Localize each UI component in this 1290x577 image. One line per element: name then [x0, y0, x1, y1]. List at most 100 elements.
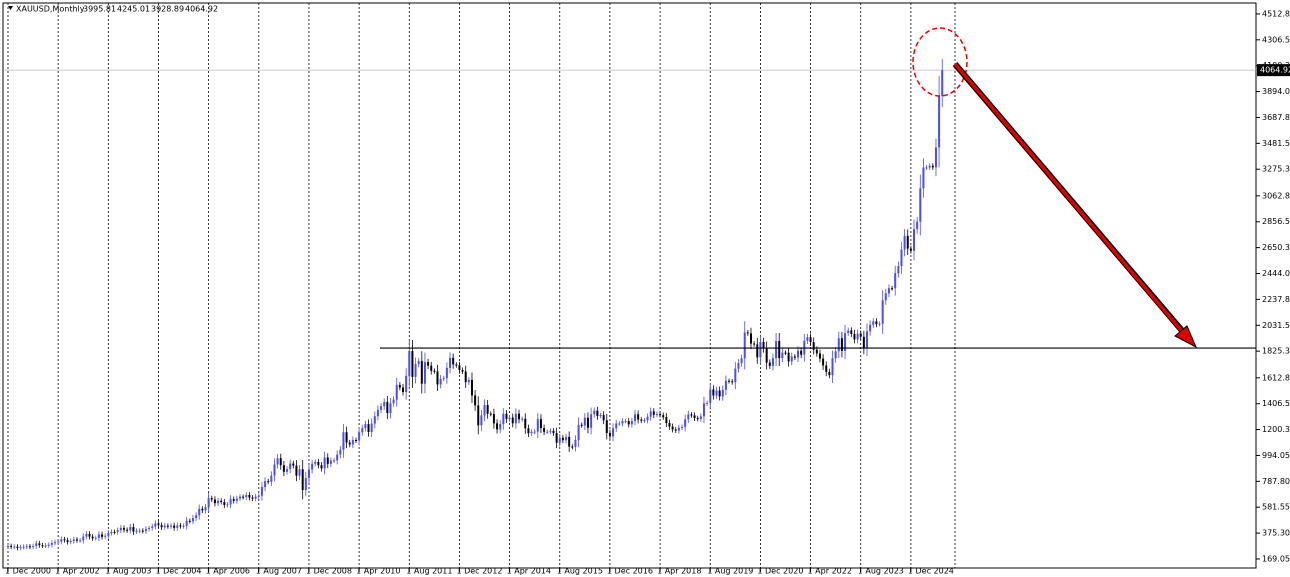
candle — [254, 496, 257, 499]
candle — [665, 417, 668, 423]
candle — [204, 507, 207, 511]
candle — [295, 465, 298, 476]
candle — [602, 415, 605, 421]
candle — [398, 384, 401, 388]
y-tick-label: 4306.55 — [1262, 35, 1290, 44]
candle — [511, 417, 514, 424]
candle — [853, 333, 856, 340]
x-tick-label: 1 Aug 2023 — [858, 567, 904, 576]
candle — [825, 365, 828, 372]
y-tick-label: 2237.80 — [1262, 295, 1290, 304]
candle — [423, 362, 426, 384]
candle — [818, 353, 821, 359]
candle — [35, 543, 38, 546]
high-label: 4245.01 — [117, 5, 150, 14]
candle — [530, 431, 533, 434]
candle — [317, 461, 320, 466]
candle — [837, 338, 840, 352]
candle — [116, 530, 119, 532]
candle — [160, 525, 163, 528]
candle — [113, 531, 116, 533]
candle — [590, 414, 593, 428]
candle — [634, 414, 636, 421]
open-label: 3995.81 — [83, 5, 116, 14]
x-tick-label: 1 Dec 2000 — [5, 567, 51, 576]
candle — [135, 530, 138, 532]
candle — [746, 332, 749, 334]
candle — [574, 439, 577, 448]
candle — [891, 288, 894, 290]
candle — [577, 424, 580, 440]
candle — [539, 419, 542, 428]
candle — [307, 469, 310, 478]
candle — [906, 235, 909, 249]
candle — [104, 535, 107, 537]
candle — [314, 461, 317, 464]
candle — [887, 288, 890, 294]
candle — [684, 419, 687, 427]
candle — [668, 422, 671, 427]
candle — [492, 414, 495, 424]
candle — [596, 410, 599, 416]
candle — [702, 403, 705, 417]
candle — [257, 495, 260, 497]
candle — [129, 527, 132, 531]
candle — [630, 420, 633, 425]
candle — [781, 352, 784, 359]
candle — [909, 248, 912, 251]
candle — [439, 378, 442, 385]
candle — [260, 486, 263, 496]
candle — [28, 546, 31, 548]
candle — [292, 463, 295, 466]
candle — [402, 387, 405, 392]
candle — [148, 528, 151, 530]
y-tick-label: 2444.05 — [1262, 269, 1290, 278]
candle — [326, 457, 329, 464]
candle — [900, 249, 903, 267]
candle — [828, 371, 831, 376]
candle — [687, 414, 690, 420]
candle — [63, 539, 66, 541]
candle — [743, 332, 746, 359]
candle — [304, 477, 307, 491]
y-tick-label: 2650.30 — [1262, 243, 1290, 252]
y-tick-label: 2031.55 — [1262, 321, 1290, 330]
candle — [213, 499, 216, 504]
candle — [286, 469, 289, 472]
candle — [198, 508, 201, 516]
candle — [370, 423, 373, 432]
candle — [586, 417, 589, 428]
candle — [847, 330, 850, 334]
candle — [580, 424, 583, 426]
candle — [405, 375, 408, 392]
candle — [470, 379, 473, 396]
candle — [518, 413, 521, 420]
y-tick-label: 581.55 — [1262, 503, 1290, 512]
candle — [420, 361, 423, 384]
candle — [533, 431, 536, 433]
candle — [784, 352, 787, 354]
candle — [166, 525, 169, 527]
candle — [659, 413, 662, 416]
candle — [881, 300, 884, 324]
candle — [430, 365, 433, 371]
candle — [740, 358, 743, 364]
candle — [442, 378, 445, 380]
candle — [19, 547, 22, 549]
candle — [728, 380, 731, 382]
candle — [615, 423, 618, 429]
candle — [461, 370, 464, 372]
candle — [455, 364, 458, 366]
candle — [856, 333, 859, 340]
candle — [452, 357, 455, 365]
candle — [662, 415, 665, 418]
candle — [414, 364, 417, 377]
candle — [210, 498, 213, 500]
candle — [797, 350, 800, 358]
candle — [561, 437, 564, 441]
candle — [235, 498, 238, 501]
candle — [122, 527, 125, 530]
candle — [599, 415, 602, 417]
x-tick-label: 1 Dec 2024 — [908, 567, 954, 576]
